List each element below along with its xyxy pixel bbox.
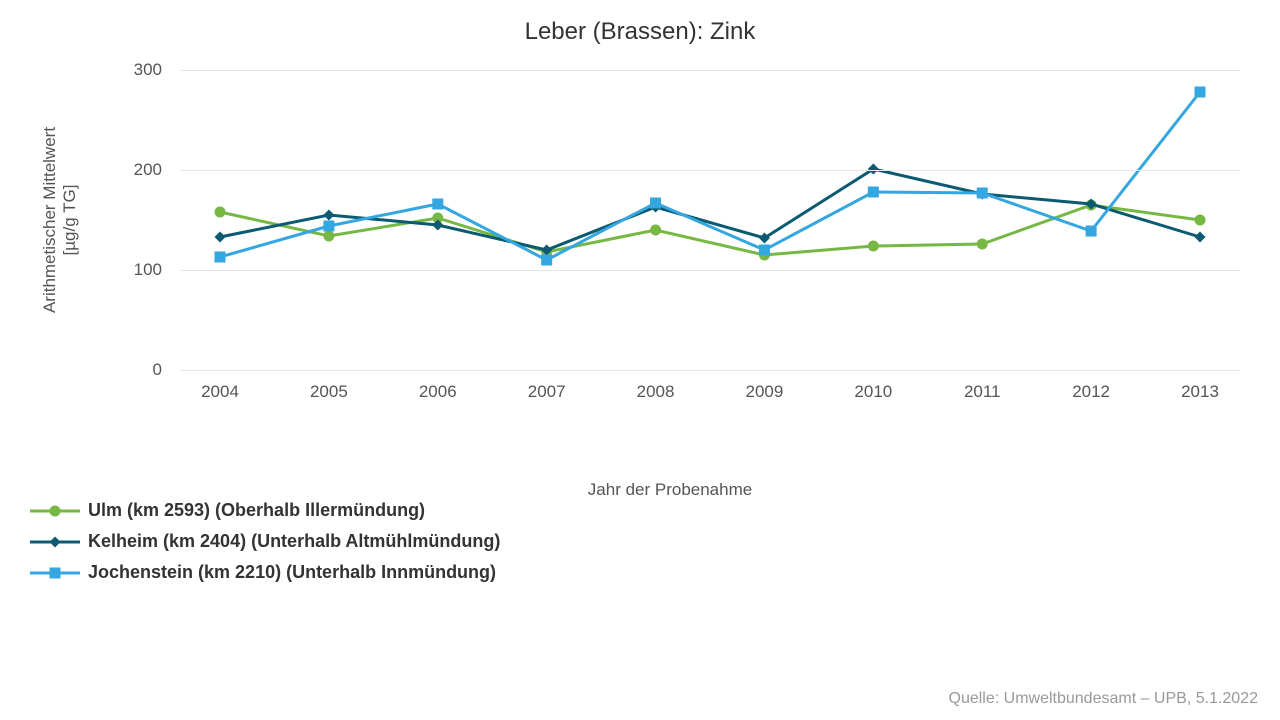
data-marker bbox=[323, 231, 334, 242]
y-tick-label: 200 bbox=[134, 160, 162, 180]
data-marker bbox=[1195, 87, 1206, 98]
chart-title: Leber (Brassen): Zink bbox=[0, 0, 1280, 46]
x-tick-label: 2006 bbox=[419, 382, 457, 402]
data-marker bbox=[868, 187, 879, 198]
x-axis-label: Jahr der Probenahme bbox=[588, 480, 752, 500]
x-tick-label: 2007 bbox=[528, 382, 566, 402]
legend: Ulm (km 2593) (Oberhalb Illermündung) Kel… bbox=[30, 500, 500, 593]
grid-line bbox=[180, 170, 1240, 171]
data-marker bbox=[215, 232, 226, 243]
series-line bbox=[220, 169, 1200, 250]
plot-region: 0100200300200420052006200720082009201020… bbox=[180, 70, 1240, 370]
chart-container: Leber (Brassen): Zink Arithmetischer Mit… bbox=[0, 0, 1280, 720]
chart-svg bbox=[180, 70, 1240, 370]
data-marker bbox=[432, 199, 443, 210]
grid-line bbox=[180, 370, 1240, 371]
legend-label: Kelheim (km 2404) (Unterhalb Altmühlmünd… bbox=[88, 531, 500, 552]
data-marker bbox=[323, 210, 334, 221]
y-tick-label: 100 bbox=[134, 260, 162, 280]
y-tick-label: 300 bbox=[134, 60, 162, 80]
grid-line bbox=[180, 70, 1240, 71]
data-marker bbox=[1195, 215, 1206, 226]
data-marker bbox=[759, 245, 770, 256]
data-marker bbox=[215, 252, 226, 263]
data-marker bbox=[215, 207, 226, 218]
data-marker bbox=[650, 225, 661, 236]
x-tick-label: 2008 bbox=[637, 382, 675, 402]
data-marker bbox=[1086, 226, 1097, 237]
y-axis-label: Arithmetischer Mittelwert[µg/g TG] bbox=[40, 127, 80, 313]
legend-item: Ulm (km 2593) (Oberhalb Illermündung) bbox=[30, 500, 500, 521]
x-tick-label: 2009 bbox=[746, 382, 784, 402]
series-line bbox=[220, 205, 1200, 255]
legend-marker bbox=[30, 563, 80, 583]
legend-marker bbox=[30, 501, 80, 521]
source-attribution: Quelle: Umweltbundesamt – UPB, 5.1.2022 bbox=[949, 690, 1259, 708]
legend-marker bbox=[30, 532, 80, 552]
y-tick-label: 0 bbox=[153, 360, 162, 380]
x-tick-label: 2004 bbox=[201, 382, 239, 402]
grid-line bbox=[180, 270, 1240, 271]
legend-item: Kelheim (km 2404) (Unterhalb Altmühlmünd… bbox=[30, 531, 500, 552]
data-marker bbox=[650, 198, 661, 209]
data-marker bbox=[541, 255, 552, 266]
legend-item: Jochenstein (km 2210) (Unterhalb Innmünd… bbox=[30, 562, 500, 583]
legend-label: Ulm (km 2593) (Oberhalb Illermündung) bbox=[88, 500, 425, 521]
chart-area: Arithmetischer Mittelwert[µg/g TG] 01002… bbox=[100, 70, 1240, 440]
data-marker bbox=[1195, 232, 1206, 243]
x-tick-label: 2012 bbox=[1072, 382, 1110, 402]
data-marker bbox=[977, 239, 988, 250]
data-marker bbox=[323, 221, 334, 232]
legend-label: Jochenstein (km 2210) (Unterhalb Innmünd… bbox=[88, 562, 496, 583]
x-tick-label: 2013 bbox=[1181, 382, 1219, 402]
x-tick-label: 2005 bbox=[310, 382, 348, 402]
x-tick-label: 2010 bbox=[854, 382, 892, 402]
series-line bbox=[220, 92, 1200, 260]
x-tick-label: 2011 bbox=[964, 382, 1001, 402]
data-marker bbox=[868, 241, 879, 252]
data-marker bbox=[977, 188, 988, 199]
